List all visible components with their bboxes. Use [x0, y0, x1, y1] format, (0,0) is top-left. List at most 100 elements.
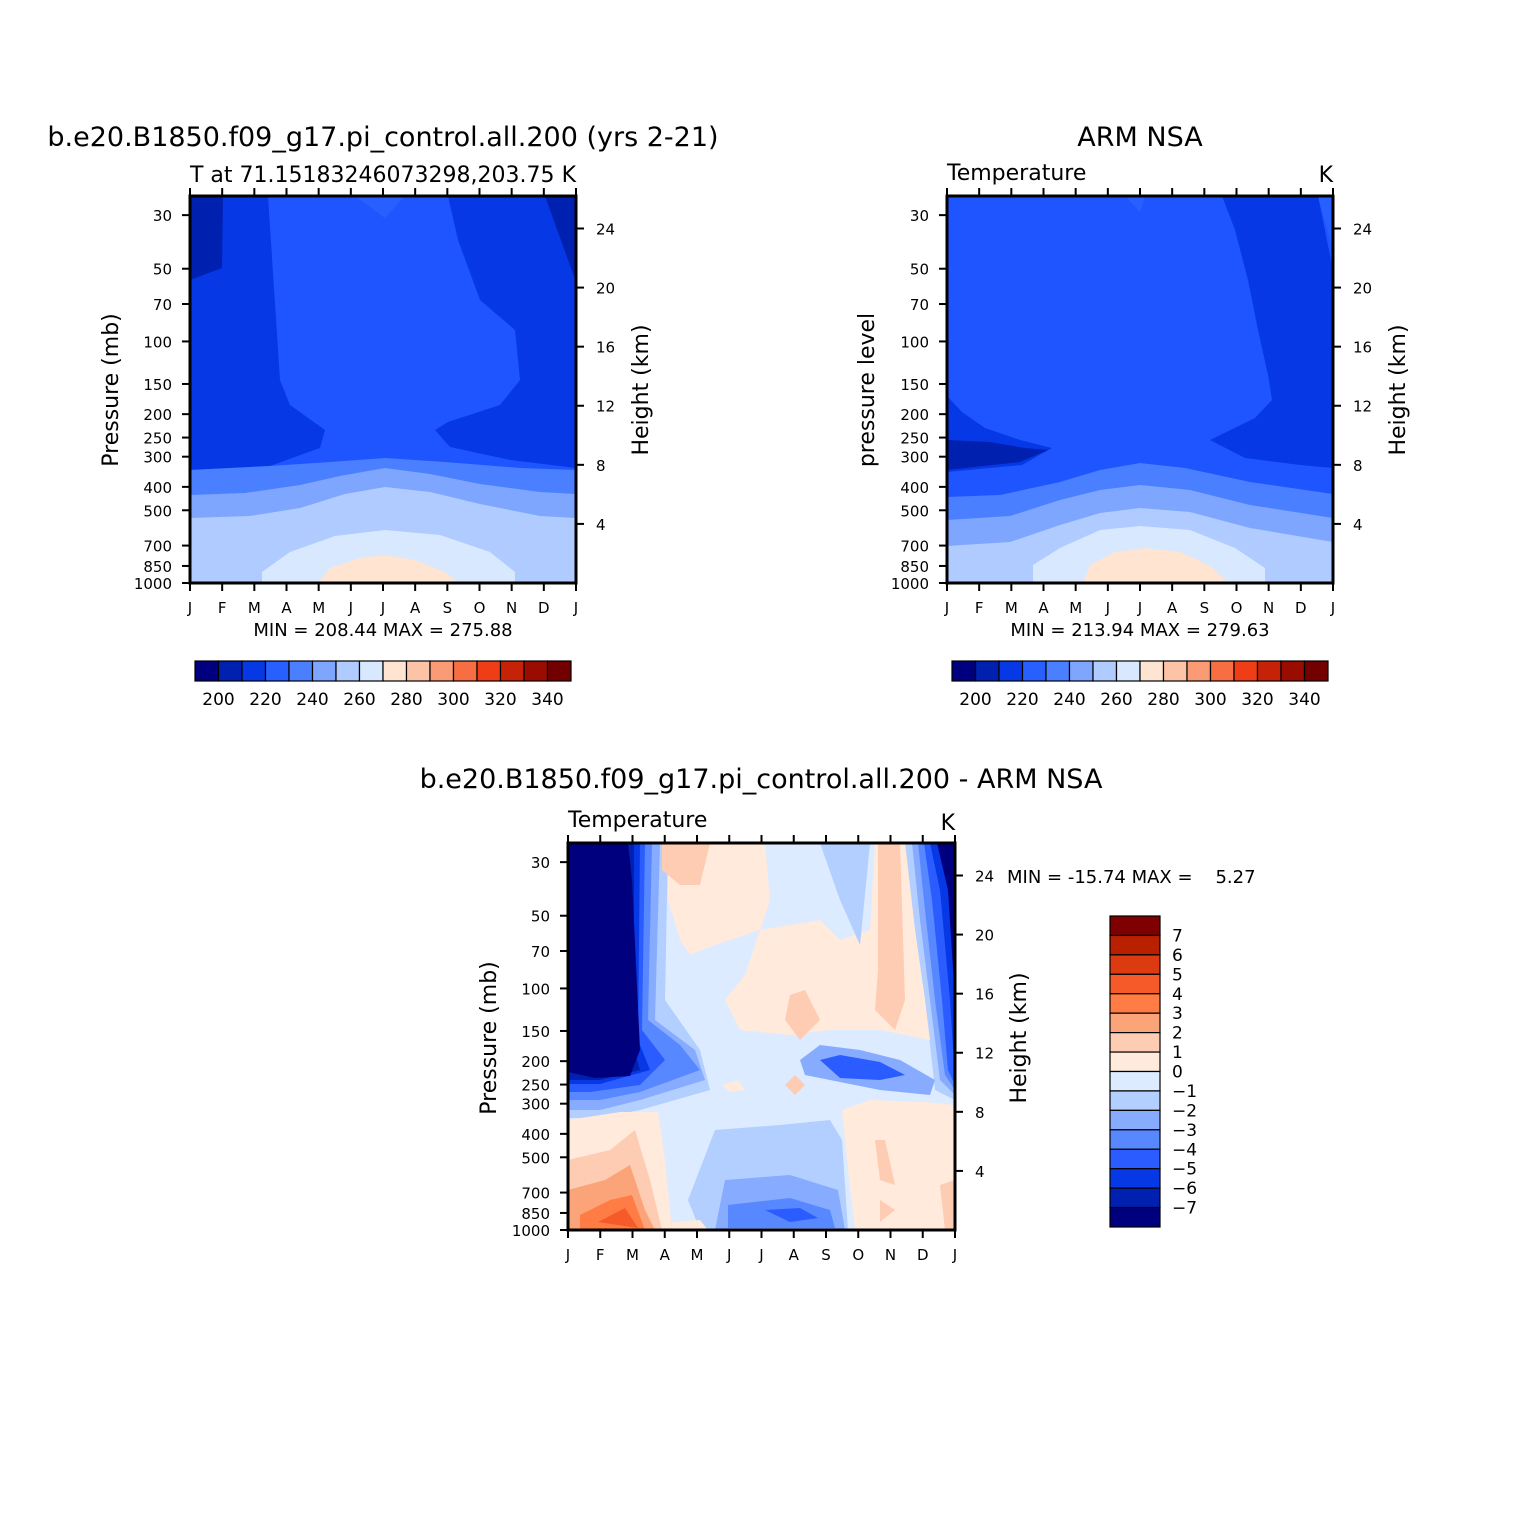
- y-tick-label: 700: [143, 538, 172, 556]
- y-tick-label: 100: [143, 333, 172, 351]
- y-tick-labels-right: 24 20 16 12 8 4: [596, 220, 615, 533]
- contour-level: [875, 843, 905, 1030]
- y-tick-label: 250: [900, 430, 929, 448]
- colorbar-swatch: [1115, 660, 1141, 682]
- y-tick-label: 200: [521, 1053, 550, 1071]
- colorbar-label: 200: [959, 690, 991, 710]
- axis-ticks: [939, 188, 1341, 591]
- x-tick-label: N: [1263, 599, 1274, 617]
- colorbar-label: 220: [1006, 690, 1038, 710]
- axis-ticks: [560, 835, 963, 1238]
- x-tick-label: F: [218, 599, 227, 617]
- y-tick-label: 150: [900, 376, 929, 394]
- y-tick-labels-right: 24 20 16 12 8 4: [975, 867, 994, 1180]
- panel-model: b.e20.B1850.f09_g17.pi_control.all.200 (…: [47, 122, 718, 710]
- y-tick-label-right: 24: [975, 867, 994, 885]
- contour-level: [355, 196, 405, 218]
- colorbar-label: 3: [1172, 1004, 1183, 1024]
- x-tick-label: J: [565, 1246, 570, 1264]
- min-max-stats: MIN = 208.44 MAX = 275.88: [253, 620, 512, 641]
- colorbar-swatch: [264, 660, 290, 682]
- colorbar-label: 340: [531, 690, 563, 710]
- y-tick-label-right: 16: [1353, 339, 1372, 357]
- colorbar-label: 0: [1172, 1063, 1183, 1083]
- y-tick-label: 30: [910, 207, 929, 225]
- y-tick-label-right: 4: [596, 516, 606, 534]
- contour-level: [722, 1080, 745, 1092]
- y-tick-label: 700: [900, 538, 929, 556]
- panel-subtitle-left: Temperature: [567, 808, 707, 833]
- colorbar-swatch: [311, 660, 337, 682]
- y-tick-label: 50: [531, 908, 550, 926]
- x-tick-label: S: [821, 1246, 831, 1264]
- y-tick-label: 500: [521, 1149, 550, 1167]
- x-tick-label: O: [1231, 599, 1243, 617]
- colorbar-swatch: [1303, 660, 1329, 682]
- colorbar-label: 340: [1288, 690, 1320, 710]
- x-tick-label: M: [1005, 599, 1018, 617]
- colorbar-swatch: [476, 660, 502, 682]
- colorbar-swatch: [358, 660, 384, 682]
- contour-level: [1083, 548, 1228, 583]
- x-tick-label: J: [380, 599, 385, 617]
- y-tick-label: 850: [521, 1205, 550, 1223]
- colorbar-swatch: [1109, 1168, 1161, 1189]
- y-tick-label: 150: [143, 376, 172, 394]
- colorbar-swatch: [382, 660, 408, 682]
- y-tick-label: 300: [521, 1096, 550, 1114]
- colorbar-label: 320: [1241, 690, 1273, 710]
- colorbar-swatch: [1109, 1012, 1161, 1034]
- contour-field: [568, 843, 955, 1230]
- colorbar: [1109, 915, 1161, 1228]
- y-tick-label: 250: [521, 1077, 550, 1095]
- colorbar-swatch: [1092, 660, 1118, 682]
- colorbar-swatch: [1109, 1070, 1161, 1092]
- x-tick-label: M: [248, 599, 261, 617]
- x-tick-label: M: [691, 1246, 704, 1264]
- colorbar-label: −1: [1172, 1082, 1197, 1102]
- colorbar-label: 280: [390, 690, 422, 710]
- y-tick-label: 500: [900, 502, 929, 520]
- x-tick-label: A: [410, 599, 421, 617]
- contour-field: [947, 196, 1333, 583]
- colorbar-label: 320: [484, 690, 516, 710]
- contour-level: [785, 1075, 805, 1095]
- y-tick-label: 150: [521, 1023, 550, 1041]
- panel-title: ARM NSA: [1077, 122, 1203, 153]
- colorbar-swatch: [1109, 915, 1161, 937]
- colorbar-label: 240: [296, 690, 328, 710]
- min-max-stats: MIN = 213.94 MAX = 279.63: [1010, 620, 1269, 641]
- y-tick-label: 850: [900, 558, 929, 576]
- contour-level: [598, 1208, 638, 1228]
- colorbar: [951, 660, 1329, 682]
- y-tick-label: 700: [521, 1185, 550, 1203]
- colorbar: [194, 660, 572, 682]
- x-tick-label: J: [1330, 599, 1335, 617]
- colorbar-swatch: [1162, 660, 1188, 682]
- colorbar-swatch: [1109, 1187, 1161, 1209]
- y-tick-label-right: 12: [596, 398, 615, 416]
- y-tick-label-right: 8: [596, 457, 606, 475]
- x-tick-label: M: [312, 599, 325, 617]
- y-tick-label: 300: [900, 449, 929, 467]
- colorbar-label: 2: [1172, 1024, 1183, 1044]
- x-tick-label: D: [538, 599, 550, 617]
- colorbar-swatch: [429, 660, 455, 682]
- x-tick-label: M: [1069, 599, 1082, 617]
- y-tick-labels-right: 24 20 16 12 8 4: [1353, 220, 1372, 533]
- colorbar-swatch: [1209, 660, 1235, 682]
- contour-level: [947, 440, 1048, 470]
- x-tick-label: N: [506, 599, 517, 617]
- contour-level: [1210, 196, 1333, 468]
- colorbar-label: 240: [1053, 690, 1085, 710]
- colorbar-label: −4: [1172, 1140, 1197, 1160]
- y-tick-label-right: 8: [1353, 457, 1363, 475]
- contour-level: [820, 843, 870, 945]
- colorbar-swatch: [288, 660, 314, 682]
- x-tick-label: F: [975, 599, 984, 617]
